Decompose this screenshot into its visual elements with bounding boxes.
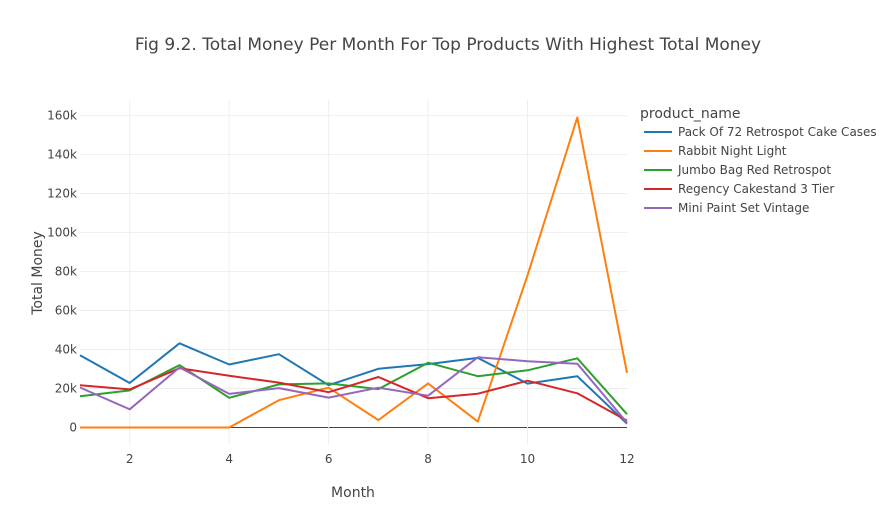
legend: product_name Pack Of 72 Retrospot Cake C… — [640, 106, 877, 215]
y-tick-label: 140k — [47, 148, 77, 162]
y-tick-label: 0 — [69, 420, 77, 434]
x-axis-label: Month — [331, 485, 375, 501]
x-tick-label: 2 — [126, 452, 134, 466]
y-tick-label: 40k — [55, 342, 77, 356]
legend-title[interactable]: product_name — [640, 106, 741, 122]
series-line — [79, 357, 628, 415]
y-tick-label: 160k — [47, 109, 77, 123]
legend-label: Jumbo Bag Red Retrospot — [677, 163, 831, 177]
x-tick-label: 6 — [325, 452, 333, 466]
legend-item[interactable]: Jumbo Bag Red Retrospot — [644, 163, 831, 177]
legend-label: Pack Of 72 Retrospot Cake Cases — [678, 125, 877, 139]
y-tick-label: 20k — [55, 381, 77, 395]
x-tick-label: 8 — [424, 452, 432, 466]
legend-label: Mini Paint Set Vintage — [678, 201, 809, 215]
series-line — [80, 116, 628, 429]
series-line — [79, 356, 628, 424]
y-tick-label: 120k — [47, 187, 77, 201]
y-tick-label: 100k — [47, 226, 77, 240]
legend-label: Regency Cakestand 3 Tier — [678, 182, 834, 196]
series-line — [79, 367, 628, 422]
y-axis-ticks: 0 20k 40k 60k 80k 100k 120k 140k 160k — [47, 109, 77, 435]
y-tick-label: 80k — [55, 265, 77, 279]
x-axis-ticks: 2 4 6 8 10 12 — [126, 452, 635, 466]
legend-label: Rabbit Night Light — [678, 144, 787, 158]
legend-item[interactable]: Mini Paint Set Vintage — [644, 201, 809, 215]
chart-title: Fig 9.2. Total Money Per Month For Top P… — [135, 35, 761, 55]
x-tick-label: 4 — [225, 452, 233, 466]
y-axis-label: Total Money — [30, 231, 46, 316]
series-line — [79, 342, 628, 425]
x-tick-label: 10 — [520, 452, 535, 466]
legend-item[interactable]: Regency Cakestand 3 Tier — [644, 182, 834, 196]
legend-item[interactable]: Pack Of 72 Retrospot Cake Cases — [644, 125, 877, 139]
series-lines — [79, 116, 628, 429]
y-tick-label: 60k — [55, 304, 77, 318]
x-tick-label: 12 — [619, 452, 634, 466]
legend-item[interactable]: Rabbit Night Light — [644, 144, 787, 158]
